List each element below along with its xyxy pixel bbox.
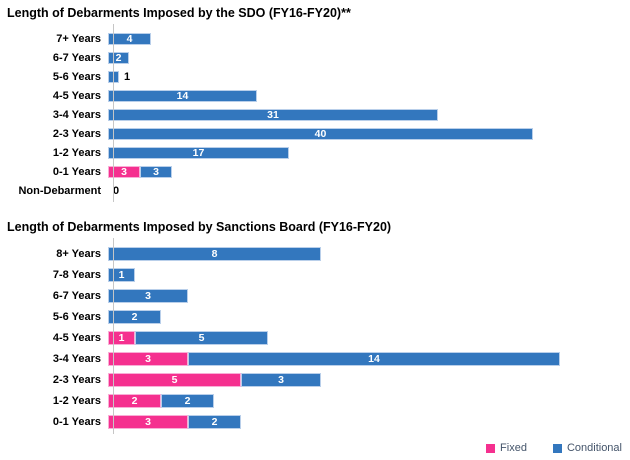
- legend-item-fixed: Fixed: [486, 442, 527, 454]
- category-label: 1-2 Years: [52, 146, 101, 159]
- category-label: 4-5 Years: [52, 331, 101, 344]
- bar-segment-conditional: 1: [108, 267, 135, 282]
- category-label: Non-Debarment: [18, 184, 101, 197]
- chart-rows-sdo: 7+ Years 4 6-7 Years 2 5-6 Years 1 4-5 Years 14…: [7, 24, 630, 202]
- bar-segment-fixed: 5: [108, 372, 241, 387]
- chart-row: 5-6 Years 1: [7, 67, 630, 86]
- bar-segment-conditional: 31: [108, 108, 438, 121]
- category-label: 2-3 Years: [52, 373, 101, 386]
- y-axis-line: [113, 24, 114, 202]
- chart-title-sanctions-board: Length of Debarments Imposed by Sanction…: [7, 220, 392, 234]
- bar-track: 2: [107, 51, 630, 64]
- category-label: 7-8 Years: [52, 268, 101, 281]
- data-label-outside: 0: [113, 184, 120, 197]
- category-label: 1-2 Years: [52, 394, 101, 407]
- bar-track: 3: [107, 288, 630, 303]
- conditional-swatch-icon: [552, 443, 562, 453]
- bar-track: 8: [107, 246, 630, 261]
- legend: Fixed Conditional: [486, 442, 622, 454]
- legend-label-conditional: Conditional: [566, 442, 622, 454]
- bar-segment-fixed: 2: [108, 393, 161, 408]
- chart-row: 7-8 Years 1: [7, 264, 630, 285]
- bar-segment-conditional: 5: [135, 330, 268, 345]
- bar-track: 17: [107, 146, 630, 159]
- bar-track: 31: [107, 108, 630, 121]
- category-label: 6-7 Years: [52, 51, 101, 64]
- category-label: 0-1 Years: [52, 415, 101, 428]
- bar-segment-fixed: 3: [108, 351, 188, 366]
- category-label: 3-4 Years: [52, 352, 101, 365]
- bar-segment-conditional: 3: [108, 288, 188, 303]
- data-label-outside: 1: [124, 70, 131, 83]
- chart-row: 0-1 Years 3 2: [7, 411, 630, 432]
- category-label: 2-3 Years: [52, 127, 101, 140]
- sdo-debarment-chart: Length of Debarments Imposed by the SDO …: [7, 6, 630, 202]
- category-label: 3-4 Years: [52, 108, 101, 121]
- chart-row: 1-2 Years 17: [7, 143, 630, 162]
- bar-track: 4: [107, 32, 630, 45]
- bar-segment-conditional: 17: [108, 146, 289, 159]
- chart-row: 4-5 Years 14: [7, 86, 630, 105]
- bar-segment-conditional: 2: [188, 414, 241, 429]
- chart-row: 4-5 Years 1 5: [7, 327, 630, 348]
- bar-segment-conditional: 8: [108, 246, 321, 261]
- chart-row: 5-6 Years 2: [7, 306, 630, 327]
- bar-segment-conditional: 14: [188, 351, 560, 366]
- category-label: 7+ Years: [56, 32, 101, 45]
- bar-segment-fixed: 1: [108, 330, 135, 345]
- category-label: 8+ Years: [56, 247, 101, 260]
- chart-row: 6-7 Years 2: [7, 48, 630, 67]
- chart-row: 2-3 Years 40: [7, 124, 630, 143]
- chart-row: 3-4 Years 31: [7, 105, 630, 124]
- bar-segment-fixed: 3: [108, 165, 140, 178]
- chart-row: 2-3 Years 5 3: [7, 369, 630, 390]
- chart-rows-sanctions-board: 8+ Years 8 7-8 Years 1 6-7 Years 3 5-6 Years 2 4…: [7, 238, 630, 434]
- sanctions-board-chart: Length of Debarments Imposed by Sanction…: [7, 220, 630, 434]
- chart-row: 3-4 Years 3 14: [7, 348, 630, 369]
- bar-track: 2: [107, 309, 630, 324]
- bar-segment-fixed: 3: [108, 414, 188, 429]
- bar-track: 1: [107, 267, 630, 282]
- fixed-swatch-icon: [486, 443, 496, 453]
- bar-segment-conditional: 2: [161, 393, 214, 408]
- bar-segment-conditional: 3: [241, 372, 321, 387]
- bar-segment-conditional: 2: [108, 309, 161, 324]
- y-axis-line: [113, 238, 114, 434]
- category-label: 5-6 Years: [52, 310, 101, 323]
- category-label: 0-1 Years: [52, 165, 101, 178]
- bar-segment-conditional: 40: [108, 127, 533, 140]
- chart-row: 6-7 Years 3: [7, 285, 630, 306]
- bar-track: 3 14: [107, 351, 630, 366]
- legend-item-conditional: Conditional: [552, 442, 622, 454]
- bar-segment-conditional: 14: [108, 89, 257, 102]
- chart-title-sdo: Length of Debarments Imposed by the SDO …: [7, 6, 351, 20]
- chart-row: 7+ Years 4: [7, 29, 630, 48]
- chart-row: 0-1 Years 3 3: [7, 162, 630, 181]
- bar-track: 40: [107, 127, 630, 140]
- category-label: 5-6 Years: [52, 70, 101, 83]
- bar-segment-conditional: 3: [140, 165, 172, 178]
- chart-row: 1-2 Years 2 2: [7, 390, 630, 411]
- bar-track: 0: [107, 185, 630, 197]
- bar-segment-conditional: 2: [108, 51, 129, 64]
- legend-label-fixed: Fixed: [500, 442, 527, 454]
- chart-row: Non-Debarment 0: [7, 181, 630, 200]
- category-label: 4-5 Years: [52, 89, 101, 102]
- bar-segment-conditional: 4: [108, 32, 151, 45]
- category-label: 6-7 Years: [52, 289, 101, 302]
- chart-row: 8+ Years 8: [7, 243, 630, 264]
- bar-track: 14: [107, 89, 630, 102]
- bar-track: 1: [107, 70, 630, 83]
